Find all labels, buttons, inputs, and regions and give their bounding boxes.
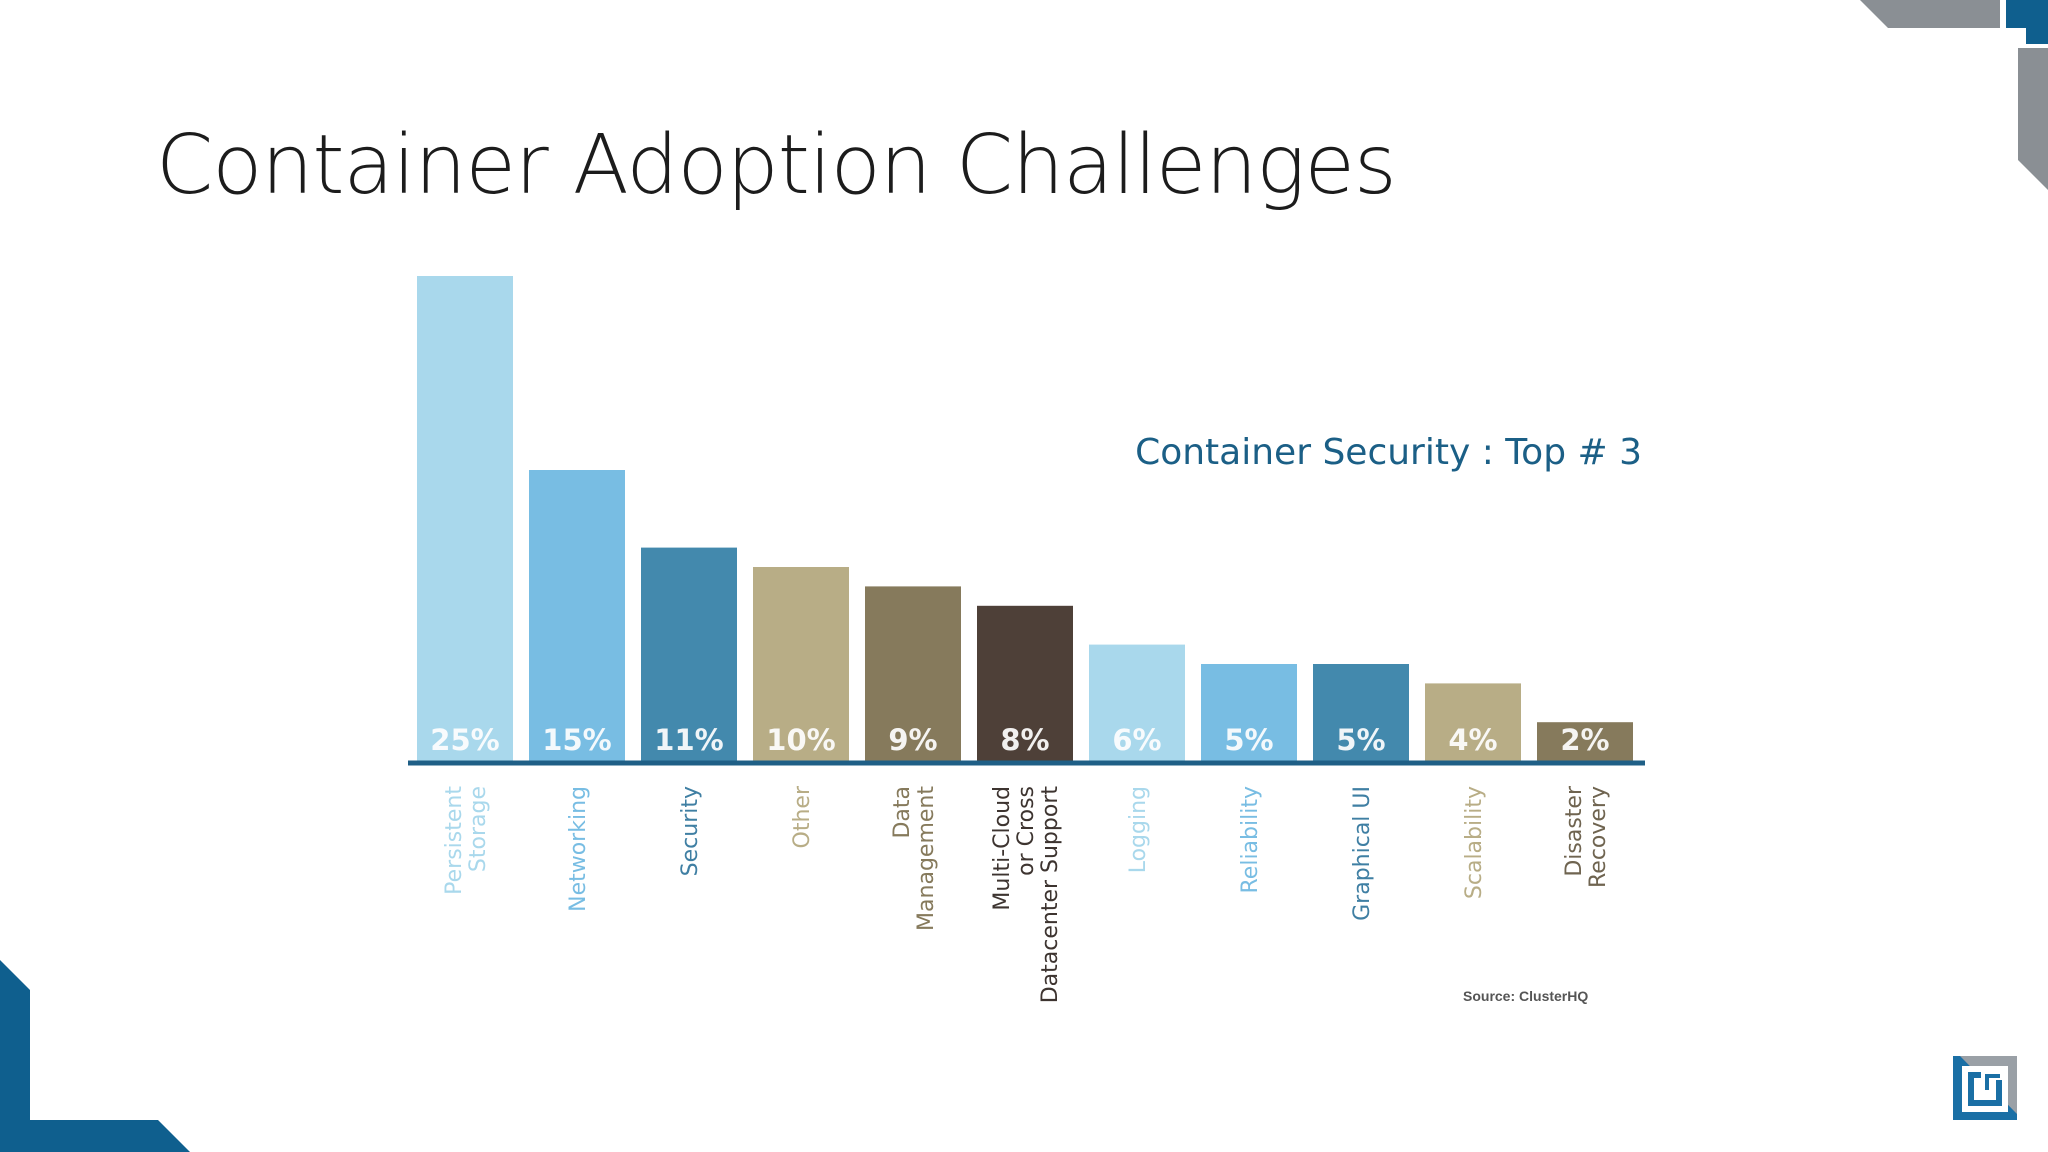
category-label-data-management: Data Management bbox=[890, 786, 939, 931]
category-label-line: Networking bbox=[566, 786, 591, 912]
category-label-line: Security bbox=[678, 786, 703, 876]
category-label-persistent-storage: Persistent Storage bbox=[442, 786, 491, 895]
category-label-line: Reliability bbox=[1238, 786, 1263, 894]
bar-data-management bbox=[865, 586, 961, 761]
bar-scalability bbox=[1425, 683, 1521, 761]
value-label-logging: 6% bbox=[1112, 723, 1161, 757]
bar-disaster-recovery bbox=[1537, 722, 1633, 761]
category-label-networking: Networking bbox=[566, 786, 591, 912]
category-label-line: Management bbox=[914, 786, 939, 931]
bar-multi-cloud-or-cross-datacenter-support bbox=[977, 605, 1073, 761]
source-note: Source: ClusterHQ bbox=[1463, 988, 1589, 1004]
category-label-logging: Logging bbox=[1126, 786, 1151, 873]
category-label-other: Other bbox=[790, 785, 815, 848]
bar-graphical-ui bbox=[1313, 664, 1409, 761]
bottom-left-corner-decoration bbox=[0, 960, 190, 1152]
category-label-reliability: Reliability bbox=[1238, 786, 1263, 894]
value-label-scalability: 4% bbox=[1448, 723, 1497, 757]
value-labels-layer: 25% 15% 11% 10% 9% 8% 6% 5% 5% 4% 2% bbox=[430, 723, 1609, 757]
slide-title: Container Adoption Challenges bbox=[156, 118, 1397, 213]
category-label-line: Recovery bbox=[1586, 786, 1611, 888]
category-label-line: Storage bbox=[466, 786, 491, 872]
bar-logging bbox=[1089, 644, 1185, 761]
logo-icon bbox=[1953, 1056, 2017, 1120]
value-label-graphical-ui: 5% bbox=[1336, 723, 1385, 757]
category-label-graphical-ui: Graphical UI bbox=[1350, 786, 1375, 921]
category-label-line: Scalability bbox=[1462, 786, 1487, 899]
value-label-persistent-storage: 25% bbox=[430, 723, 499, 757]
category-label-security: Security bbox=[678, 786, 703, 876]
bar-networking bbox=[529, 470, 625, 761]
bars-layer bbox=[417, 276, 1633, 761]
category-label-line: Datacenter Support bbox=[1038, 786, 1063, 1004]
category-label-disaster-recovery: Disaster Recovery bbox=[1562, 785, 1611, 888]
category-label-line: Disaster bbox=[1562, 785, 1587, 877]
category-label-line: Data bbox=[890, 786, 915, 839]
bar-other bbox=[753, 567, 849, 761]
value-label-security: 11% bbox=[654, 723, 723, 757]
value-label-multi-cloud-or-cross-datacenter-support: 8% bbox=[1000, 723, 1049, 757]
category-label-multi-cloud-or-cross-datacenter-support: Multi-Cloud or Cross Datacenter Support bbox=[990, 786, 1063, 1004]
value-label-networking: 15% bbox=[542, 723, 611, 757]
value-label-reliability: 5% bbox=[1224, 723, 1273, 757]
value-label-other: 10% bbox=[766, 723, 835, 757]
category-label-line: Other bbox=[790, 785, 815, 848]
value-label-disaster-recovery: 2% bbox=[1560, 723, 1609, 757]
value-label-data-management: 9% bbox=[888, 723, 937, 757]
bar-persistent-storage bbox=[417, 276, 513, 761]
category-label-line: Multi-Cloud bbox=[990, 786, 1015, 911]
category-label-line: Logging bbox=[1126, 786, 1151, 873]
bar-security bbox=[641, 547, 737, 761]
category-labels-layer: Persistent Storage Networking Security Other… bbox=[442, 785, 1611, 1003]
bar-reliability bbox=[1201, 664, 1297, 761]
category-label-line: Graphical UI bbox=[1350, 786, 1375, 921]
chart-annotation: Container Security : Top # 3 bbox=[1135, 432, 1642, 473]
top-right-corner-decoration bbox=[1860, 0, 2048, 190]
category-label-line: or Cross bbox=[1014, 786, 1039, 876]
category-label-scalability: Scalability bbox=[1462, 786, 1487, 899]
category-label-line: Persistent bbox=[442, 786, 467, 895]
